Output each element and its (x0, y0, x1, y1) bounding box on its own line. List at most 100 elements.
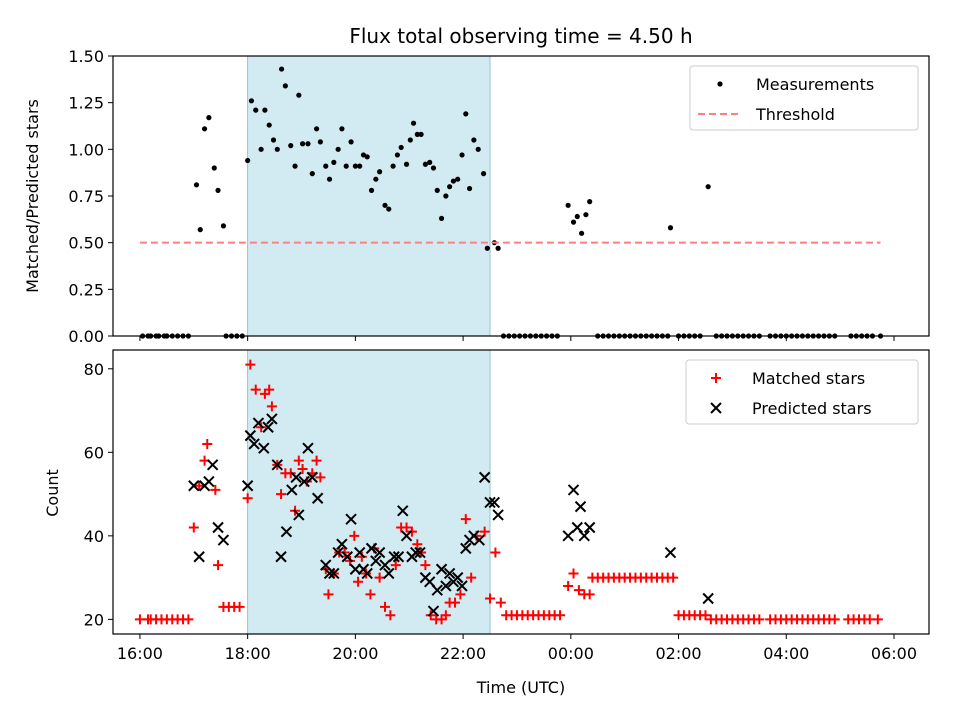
y-tick-label: 0.00 (68, 327, 104, 346)
matched-star-point (479, 526, 490, 537)
predicted-star-point (217, 534, 230, 546)
legend-marker-predicted (710, 402, 722, 414)
predicted-star-point (370, 555, 382, 567)
matched-star-point (315, 472, 326, 483)
predicted-star-point (578, 530, 590, 542)
predicted-star-point (456, 580, 468, 592)
measurement-point (215, 187, 221, 193)
matched-star-point (390, 560, 401, 571)
matched-star-point (455, 589, 466, 600)
matched-star-point (183, 614, 194, 625)
predicted-star-point (460, 542, 472, 555)
predicted-star-point (252, 417, 265, 429)
matched-star-point (568, 568, 579, 579)
legend-label: Matched stars (752, 369, 865, 388)
measurement-point (403, 161, 410, 167)
measurement-point (570, 219, 577, 225)
ratio-y-axis: 0.00 0.25 0.50 0.75 1.00 1.25 1.50 (68, 47, 113, 346)
count-panel: 20 40 60 80 16:00 18:00 20:00 22:00 00:00 02:00 0… (43, 349, 930, 697)
matched-star-point (485, 593, 496, 604)
predicted-star-point (702, 592, 714, 605)
measurement-point (348, 139, 354, 145)
predicted-star-point (332, 546, 344, 559)
y-tick-label: 60 (84, 443, 104, 462)
predicted-star-point (203, 475, 215, 488)
measurement-point (253, 107, 259, 113)
matched-star-point (380, 601, 390, 612)
matched-star-point (700, 610, 711, 621)
measurement-point (288, 143, 294, 149)
measurement-point (450, 178, 457, 184)
measurement-point (373, 176, 379, 182)
measurement-point (466, 185, 473, 192)
matched-star-point (563, 580, 574, 591)
predicted-star-point (241, 480, 254, 492)
matched-star-point (353, 576, 364, 587)
measurement-point (206, 115, 212, 121)
matched-star-point (495, 597, 506, 608)
predicted-star-point (353, 546, 366, 559)
measurement-point (455, 176, 461, 182)
predicted-star-point (492, 509, 504, 521)
y-tick-label: 1.25 (68, 94, 104, 113)
measurement-point (305, 141, 311, 147)
predicted-star-point (266, 413, 278, 425)
predicted-star-point (373, 546, 386, 559)
matched-star-point (425, 610, 436, 621)
measurement-point (574, 213, 580, 220)
predicted-star-point (262, 421, 274, 433)
ratio-legend: Measurements Threshold (689, 65, 919, 131)
measurement-point (335, 146, 341, 152)
measurement-point (368, 187, 375, 193)
measurement-point (193, 182, 200, 188)
measurement-point (583, 212, 589, 218)
measurement-point (352, 163, 358, 169)
matched-star-point (256, 422, 267, 433)
predicted-star-point (275, 551, 287, 563)
measurement-point (578, 230, 585, 236)
predicted-star-point (298, 475, 310, 488)
predicted-star-point (443, 567, 456, 580)
predicted-star-point (244, 429, 257, 442)
count-y-axis-label: Count (43, 469, 62, 517)
matched-star-point (264, 384, 275, 395)
matched-star-point (385, 610, 396, 621)
matched-star-point (349, 530, 360, 541)
measurement-point (484, 245, 490, 251)
predicted-star-point (440, 580, 452, 592)
y-tick-label: 0.50 (68, 234, 104, 253)
measurement-point (434, 187, 440, 193)
measurement-point (270, 137, 277, 143)
observing-window-shade (247, 55, 491, 337)
measurement-point (309, 171, 315, 177)
y-tick-label: 20 (84, 610, 104, 629)
matched-star-point (245, 359, 256, 370)
measurement-point (258, 146, 264, 152)
matched-star-point (440, 610, 451, 621)
measurement-point (317, 139, 323, 145)
measurement-point (292, 163, 298, 169)
count-legend: Matched stars Predicted stars (685, 359, 919, 425)
matched-star-point (872, 614, 883, 625)
measurement-point (587, 199, 593, 205)
predicted-star-point (574, 500, 587, 513)
x-axis-label: Time (UTC) (476, 678, 565, 697)
measurement-point (211, 165, 217, 171)
predicted-star-point (206, 459, 219, 471)
predicted-star-point (328, 567, 340, 580)
y-tick-label: 0.25 (68, 280, 104, 299)
measurement-point (430, 165, 437, 171)
legend-marker-measurements (717, 81, 723, 87)
matched-star-point (266, 401, 277, 412)
matched-star-point (365, 589, 376, 600)
matched-star-point (374, 572, 385, 583)
x-tick-label: 18:00 (225, 644, 271, 663)
matched-star-point (412, 539, 423, 550)
predicted-star-point (484, 496, 496, 509)
ratio-marks (139, 66, 884, 339)
predicted-star-point (478, 471, 491, 484)
measurement-point (299, 141, 306, 147)
matched-star-point (829, 614, 840, 625)
measurement-point (245, 157, 251, 164)
predicted-star-point (212, 521, 224, 534)
